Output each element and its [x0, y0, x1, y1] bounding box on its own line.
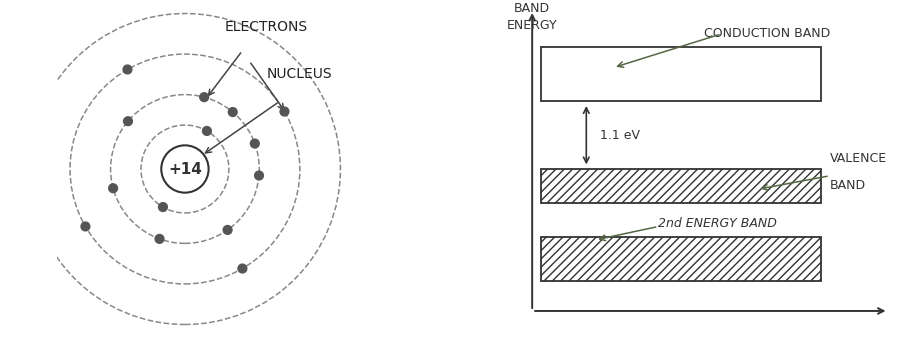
Circle shape — [124, 117, 133, 126]
Text: 1.1 eV: 1.1 eV — [600, 129, 640, 142]
Circle shape — [161, 145, 208, 193]
Text: BAND: BAND — [514, 2, 550, 15]
Circle shape — [238, 264, 247, 273]
Text: BAND: BAND — [830, 179, 866, 192]
Circle shape — [280, 107, 289, 116]
Circle shape — [199, 93, 208, 101]
Circle shape — [159, 203, 168, 212]
Circle shape — [228, 107, 237, 116]
Text: +14: +14 — [168, 162, 202, 176]
Text: VALENCE: VALENCE — [830, 152, 887, 165]
Circle shape — [155, 235, 164, 243]
Circle shape — [81, 222, 90, 231]
Circle shape — [109, 184, 117, 193]
Bar — [541, 237, 821, 281]
Circle shape — [254, 171, 263, 180]
Text: 2nd ENERGY BAND: 2nd ENERGY BAND — [658, 217, 778, 230]
Text: NUCLEUS: NUCLEUS — [267, 67, 333, 81]
Circle shape — [223, 225, 232, 234]
Circle shape — [251, 139, 259, 148]
Bar — [541, 169, 821, 203]
Circle shape — [123, 65, 132, 74]
Text: CONDUCTION BAND: CONDUCTION BAND — [704, 27, 830, 40]
Text: ELECTRONS: ELECTRONS — [225, 20, 308, 34]
Text: ENERGY: ENERGY — [507, 19, 557, 31]
Bar — [541, 47, 821, 101]
Circle shape — [203, 126, 211, 135]
